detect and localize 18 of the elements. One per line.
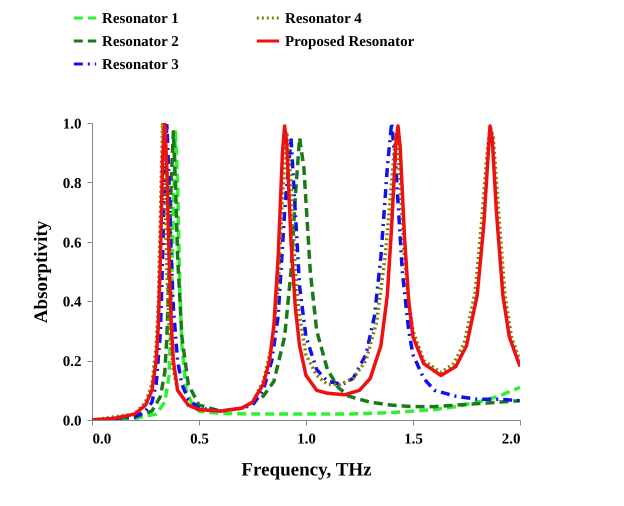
x-axis-title: Frequency, THz: [241, 460, 372, 480]
legend-label: Resonator 4: [285, 11, 362, 27]
x-tick-label: 0.0: [92, 432, 112, 448]
legend-label: Resonator 2: [102, 34, 179, 50]
x-tick-label: 0.5: [190, 432, 209, 448]
x-tick-label: 2.0: [502, 432, 520, 448]
legend-label: Proposed Resonator: [285, 34, 415, 50]
y-tick-label: 0.8: [62, 176, 82, 192]
legend-label: Resonator 3: [102, 57, 179, 73]
y-tick-label: 0.6: [62, 235, 82, 252]
y-tick-label: 0.4: [62, 294, 82, 311]
y-tick-label: 1.0: [62, 116, 82, 132]
x-tick-label: 1.5: [404, 432, 423, 448]
legend-label: Resonator 1: [102, 11, 179, 27]
y-tick-label: 0.2: [62, 354, 82, 370]
y-axis-title: Absorptivity: [30, 220, 52, 324]
y-tick-label: 0.0: [62, 414, 82, 430]
x-tick-label: 1.0: [297, 432, 316, 448]
